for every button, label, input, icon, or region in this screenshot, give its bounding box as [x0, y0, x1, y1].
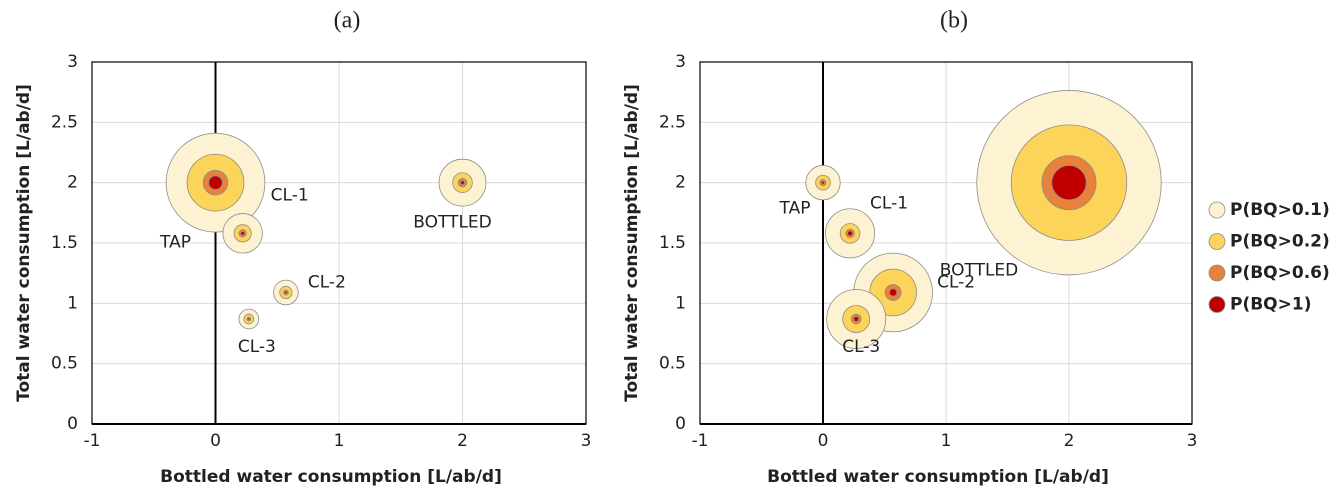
- point-label: CL-3: [842, 337, 880, 357]
- y-tick-label: 1.5: [659, 233, 686, 253]
- y-tick-label: 0: [67, 414, 78, 434]
- bubble: [821, 180, 825, 185]
- point-label: CL-2: [308, 272, 346, 292]
- bubble: [853, 316, 860, 322]
- legend-marker: [1208, 264, 1226, 282]
- x-tick-label: -1: [692, 431, 709, 451]
- y-tick-label: 2.5: [659, 112, 686, 132]
- legend-marker: [1208, 233, 1226, 250]
- x-tick-label: 1: [334, 431, 345, 451]
- chart-title: (b): [940, 8, 968, 34]
- x-tick-label: 0: [818, 431, 829, 451]
- y-tick-label: 2.5: [51, 112, 78, 132]
- y-axis-label: Total water consumption [L/ab/d]: [622, 84, 642, 402]
- bubble: [1051, 165, 1087, 201]
- y-tick-label: 2: [675, 173, 686, 193]
- point-label: CL-1: [870, 193, 908, 213]
- point-label: BOTTLED: [413, 213, 492, 233]
- chart-title: (a): [334, 8, 361, 34]
- y-axis-label: Total water consumption [L/ab/d]: [14, 84, 34, 402]
- x-axis-label: Bottled water consumption [L/ab/d]: [160, 467, 502, 487]
- x-tick-label: 3: [581, 431, 592, 451]
- legend-text: P(BQ>0.1): [1230, 200, 1330, 220]
- legend-marker: [1208, 201, 1226, 219]
- x-tick-label: -1: [84, 431, 101, 451]
- legend-text: P(BQ>1): [1230, 295, 1311, 315]
- y-tick-label: 1.5: [51, 233, 78, 253]
- y-tick-label: 0.5: [659, 354, 686, 374]
- legend-marker: [1208, 296, 1226, 313]
- y-tick-label: 0.5: [51, 354, 78, 374]
- point-label: CL-1: [271, 185, 309, 205]
- x-tick-label: 2: [457, 431, 468, 451]
- x-tick-label: 2: [1064, 431, 1075, 451]
- y-tick-label: 3: [675, 52, 686, 72]
- y-tick-label: 1: [67, 293, 78, 313]
- x-tick-label: 0: [210, 431, 221, 451]
- point-label: TAP: [779, 199, 811, 219]
- x-tick-label: 3: [1187, 431, 1198, 451]
- y-tick-label: 1: [675, 293, 686, 313]
- bubble: [284, 290, 288, 295]
- bubble: [247, 317, 251, 321]
- point-label: TAP: [159, 233, 191, 253]
- bubble: [847, 230, 853, 237]
- legend-text: P(BQ>0.2): [1230, 232, 1330, 252]
- bubble: [460, 180, 465, 185]
- point-label: CL-2: [937, 272, 975, 292]
- bubble: [889, 288, 898, 297]
- y-tick-label: 2: [67, 173, 78, 193]
- point-label: CL-3: [238, 337, 276, 357]
- y-tick-label: 0: [675, 414, 686, 434]
- legend-text: P(BQ>0.6): [1230, 263, 1330, 283]
- y-tick-label: 3: [67, 52, 78, 72]
- bubble: [208, 175, 223, 190]
- x-tick-label: 1: [941, 431, 952, 451]
- point-label: BOTTLED: [940, 261, 1019, 281]
- bubble: [240, 231, 245, 236]
- x-axis-label: Bottled water consumption [L/ab/d]: [767, 467, 1109, 487]
